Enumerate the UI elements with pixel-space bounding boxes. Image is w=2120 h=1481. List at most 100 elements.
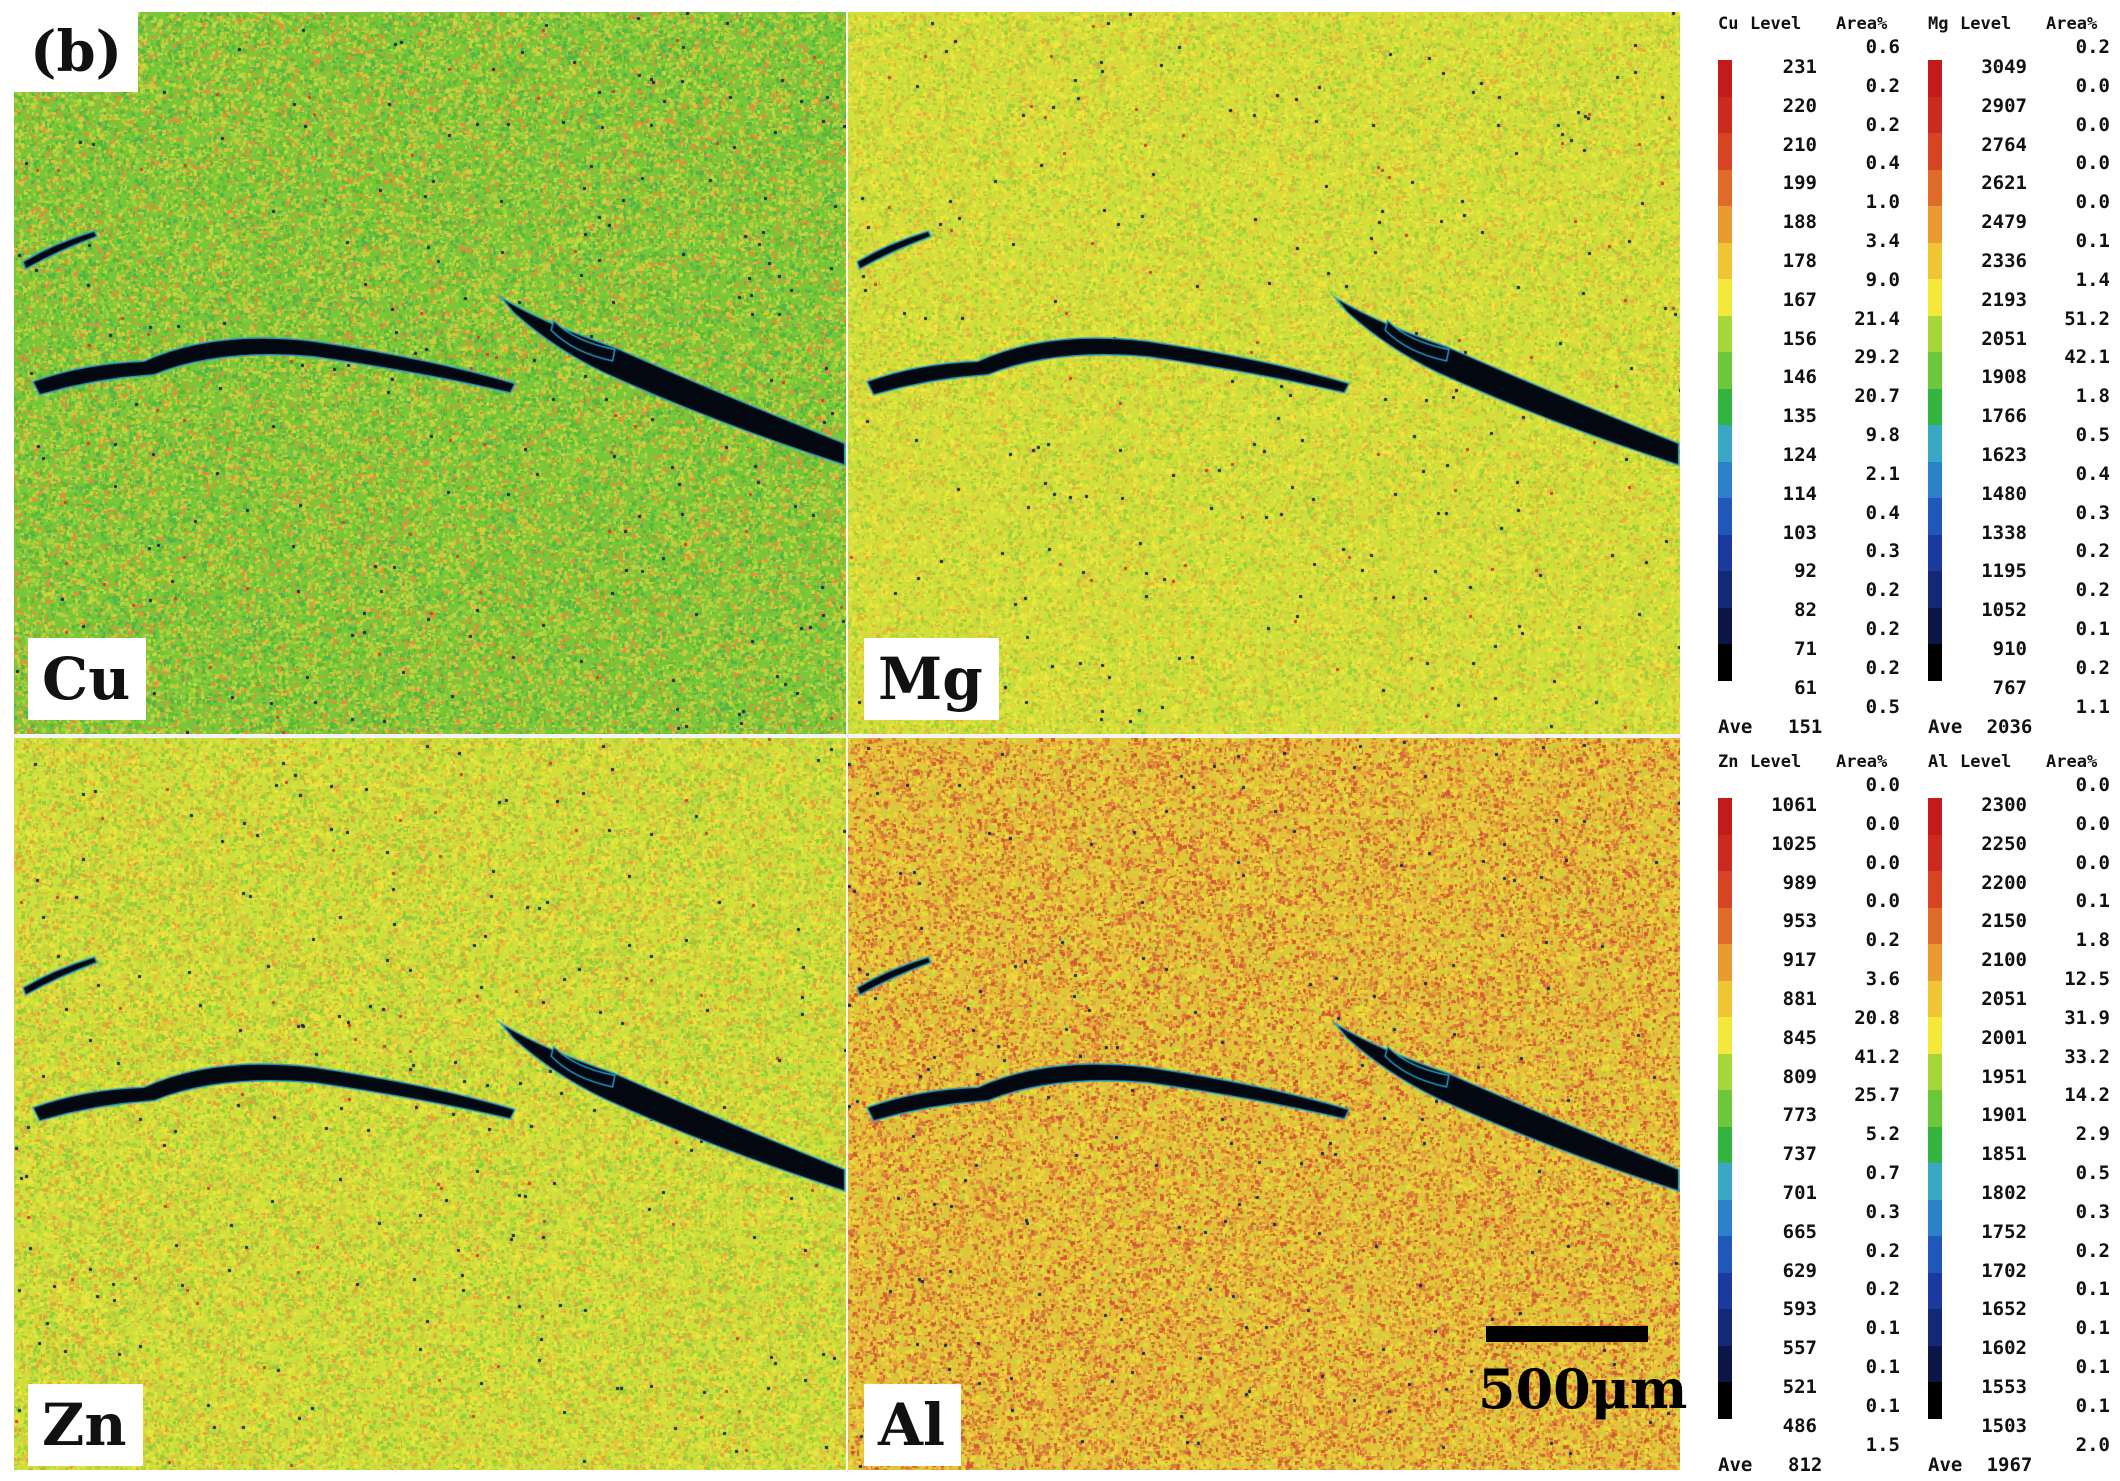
panel-tag: (b)	[14, 12, 139, 92]
mg-legend-average: Ave 2036	[1928, 716, 2032, 738]
cu-color-scale-bar	[1718, 60, 1732, 681]
zn-legend-level-header: Level	[1750, 752, 1802, 772]
zn-legend-area: 3.6	[1865, 968, 1900, 990]
zn-color-step	[1718, 1236, 1732, 1273]
mg-color-step	[1928, 206, 1942, 243]
cu-legend-level: 178	[1782, 250, 1817, 272]
al-legend-area: 0.0	[2075, 774, 2110, 796]
al-legend-area: 2.0	[2075, 1433, 2110, 1456]
zn-legend-level: 881	[1782, 988, 1817, 1010]
mg-legend-area: 0.3	[2075, 501, 2110, 524]
mg-legend-area: 0.5	[2075, 424, 2110, 446]
mg-legend-level: 910	[1992, 638, 2027, 660]
cu-color-step	[1718, 571, 1732, 608]
mg-legend-area: 1.1	[2075, 695, 2110, 718]
cu-legend-area: 29.2	[1854, 346, 1900, 369]
al-color-step	[1928, 1163, 1942, 1200]
al-legend-area: 31.9	[2064, 1006, 2110, 1029]
zn-color-step	[1718, 1163, 1732, 1200]
zn-legend-level: 665	[1782, 1220, 1817, 1243]
cu-color-step	[1718, 498, 1732, 535]
mg-legend-level: 1766	[1981, 405, 2027, 428]
zn-legend-area: 0.0	[1865, 851, 1900, 874]
cu-color-step	[1718, 607, 1732, 645]
zn-legend-level: 701	[1782, 1182, 1817, 1204]
al-legend-area: 0.1	[2075, 890, 2110, 913]
al-legend-area: 0.1	[2075, 1278, 2110, 1301]
mg-color-step	[1928, 279, 1942, 316]
cu-legend-area: 21.4	[1854, 307, 1900, 330]
zn-legend-area: 20.8	[1854, 1006, 1900, 1029]
cu-legend-level: 146	[1782, 366, 1817, 389]
al-color-step	[1928, 1017, 1942, 1054]
al-label: Al	[864, 1384, 962, 1466]
cu-legend-average: Ave 151	[1718, 716, 1822, 738]
mg-legend-level: 2193	[1981, 288, 2027, 311]
zn-legend-level: 486	[1782, 1414, 1817, 1437]
al-legend-area: 0.2	[2075, 1239, 2110, 1262]
al-color-step	[1928, 980, 1942, 1018]
cu-legend-level: 92	[1794, 560, 1817, 583]
al-legend-level: 2001	[1981, 1026, 2027, 1049]
al-legend-area: 0.1	[2075, 1317, 2110, 1340]
horizontal-divider	[12, 734, 1682, 738]
zn-legend-level: 917	[1782, 949, 1817, 972]
al-color-step	[1928, 1126, 1942, 1164]
al-legend-level: 1553	[1981, 1376, 2027, 1398]
zn-legend-level: 953	[1782, 910, 1817, 933]
al-legend-area: 2.9	[2075, 1123, 2110, 1146]
cu-legend-level: 82	[1794, 599, 1817, 622]
zn-legend-area: 0.0	[1865, 774, 1900, 796]
al-legend-level: 2250	[1981, 832, 2027, 855]
zn-legend-area: 0.0	[1865, 890, 1900, 913]
cu-legend-level-header: Level	[1750, 14, 1802, 34]
cu-legend-area: 0.2	[1865, 113, 1900, 136]
zn-legend: Zn Level Area% 1061 1025 989 953 917 881 845 809 77…	[1700, 752, 1915, 1476]
mg-legend-level: 2621	[1981, 172, 2027, 195]
mg-legend-level: 1195	[1981, 560, 2027, 583]
mg-color-step	[1928, 425, 1942, 462]
cu-color-step	[1718, 644, 1732, 681]
cu-legend-level: 231	[1782, 56, 1817, 78]
al-legend-area: 14.2	[2064, 1084, 2110, 1107]
mg-legend-area: 0.0	[2075, 113, 2110, 136]
zn-average-label: Ave	[1718, 1453, 1753, 1476]
cu-legend: Cu Level Area% 231 220 210 199 188 178 167 156 146 1…	[1700, 14, 1915, 738]
zn-label: Zn	[28, 1384, 143, 1466]
al-legend-level: 1602	[1981, 1337, 2027, 1360]
cu-color-step	[1718, 279, 1732, 316]
mg-map-panel	[848, 12, 1680, 734]
mg-legend-level: 1338	[1981, 521, 2027, 544]
al-legend-level: 1951	[1981, 1065, 2027, 1088]
cu-legend-area: 0.2	[1865, 579, 1900, 602]
cu-color-step	[1718, 96, 1732, 134]
cu-legend-level: 61	[1794, 676, 1817, 699]
cu-map-image	[14, 12, 846, 734]
zn-legend-level: 989	[1782, 871, 1817, 894]
cu-legend-area: 0.3	[1865, 540, 1900, 563]
al-legend-area-header: Area%	[2046, 752, 2098, 772]
zn-average-value: 812	[1788, 1453, 1823, 1476]
mg-color-step	[1928, 315, 1942, 353]
mg-legend-level: 3049	[1981, 56, 2027, 78]
cu-legend-level: 103	[1782, 521, 1817, 544]
cu-legend-level: 199	[1782, 172, 1817, 195]
al-color-step	[1928, 1090, 1942, 1127]
cu-color-step	[1718, 352, 1732, 389]
cu-label: Cu	[28, 638, 147, 720]
mg-legend-level: 767	[1992, 676, 2027, 699]
zn-color-step	[1718, 980, 1732, 1018]
cu-color-step	[1718, 60, 1732, 97]
cu-color-step	[1718, 315, 1732, 353]
mg-legend-area: 0.2	[2075, 656, 2110, 679]
zn-legend-area: 0.1	[1865, 1394, 1900, 1417]
cu-legend-level: 210	[1782, 133, 1817, 156]
cu-legend-level: 124	[1782, 444, 1817, 466]
al-color-step	[1928, 798, 1942, 835]
al-color-step	[1928, 1272, 1942, 1310]
zn-color-step	[1718, 798, 1732, 835]
cu-legend-area: 9.0	[1865, 268, 1900, 291]
mg-map-image	[848, 12, 1680, 734]
zn-color-step	[1718, 1382, 1732, 1419]
al-legend-level: 1851	[1981, 1143, 2027, 1166]
